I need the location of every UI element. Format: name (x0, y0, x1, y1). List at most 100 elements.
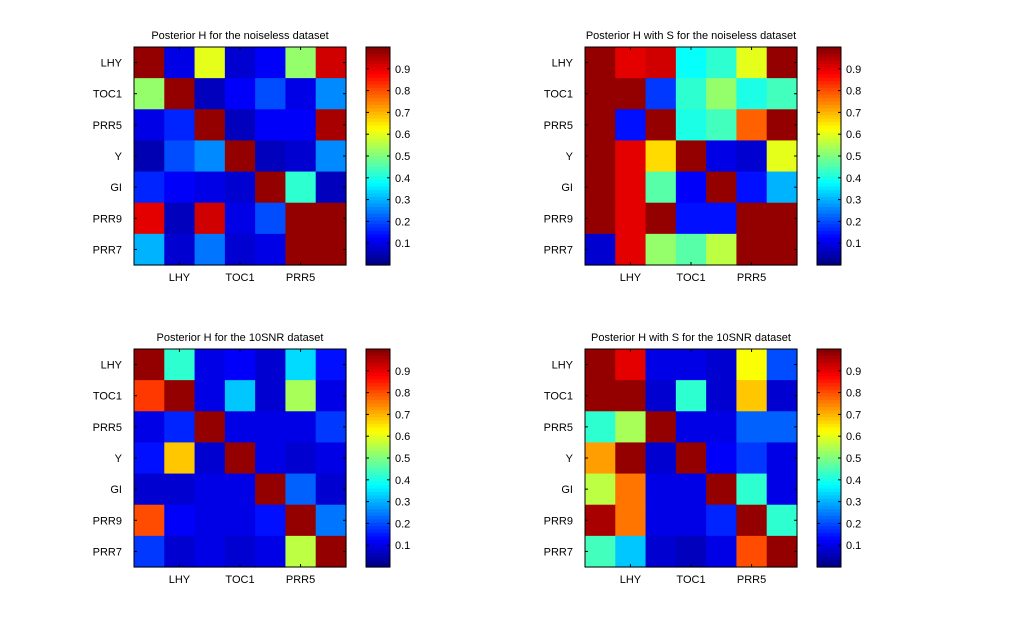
colorbar-segment (366, 159, 390, 164)
heatmap-cell (255, 109, 287, 142)
colorbar-segment (817, 230, 841, 235)
y-tick-label: Y (115, 453, 123, 465)
colorbar-segment (817, 376, 841, 381)
colorbar-segment (366, 166, 390, 171)
heatmap-cell (194, 109, 226, 142)
colorbar-segment (366, 220, 390, 225)
colorbar-segment (366, 98, 390, 103)
heatmap-cell (315, 473, 347, 506)
heatmap-cell (585, 109, 616, 142)
heatmap-cell (645, 442, 677, 475)
y-tick-label: GI (110, 182, 122, 194)
heatmap-cell (164, 171, 196, 204)
colorbar-segment (366, 492, 390, 497)
colorbar-segment (366, 451, 390, 456)
colorbar-segment (817, 149, 841, 154)
colorbar-segment (366, 84, 390, 89)
heatmap-cell (706, 442, 738, 475)
heatmap-cell (164, 47, 196, 79)
heatmap-cell (615, 504, 647, 537)
colorbar-tick-label: 0.9 (395, 64, 410, 76)
y-tick-label: TOC1 (93, 89, 122, 101)
colorbar-segment (366, 447, 390, 452)
heatmap-cell (615, 202, 647, 235)
heatmap-cell (645, 473, 677, 506)
chart-title: Posterior H for the 10SNR dataset (157, 332, 324, 344)
colorbar-tick-label: 0.2 (395, 518, 410, 530)
colorbar-segment (366, 57, 390, 62)
colorbar-segment (366, 505, 390, 510)
heatmap-cell (675, 171, 707, 204)
x-tick-label: PRR5 (737, 272, 766, 284)
colorbar-segment (366, 213, 390, 218)
colorbar-segment (817, 115, 841, 120)
colorbar-segment (366, 74, 390, 79)
colorbar-segment (366, 135, 390, 140)
colorbar-tick-label: 0.4 (395, 173, 410, 185)
colorbar-segment (817, 50, 841, 55)
heatmap-cell (645, 171, 677, 204)
colorbar-segment (366, 560, 390, 565)
y-tick-label: TOC1 (93, 391, 122, 403)
y-tick-label: GI (561, 484, 573, 496)
heatmap-cell (675, 473, 707, 506)
heatmap-cell (585, 140, 616, 173)
heatmap-cell (255, 535, 287, 568)
colorbar-segment (366, 173, 390, 178)
heatmap-cell (134, 473, 165, 506)
colorbar-segment (817, 423, 841, 428)
heatmap-cell (736, 349, 768, 381)
heatmap-cell (134, 140, 165, 173)
heatmap-cell (675, 442, 707, 475)
heatmap-cell (615, 535, 647, 568)
colorbar-segment (817, 254, 841, 259)
heatmap-cell (224, 233, 256, 266)
colorbar-tick-label: 0.1 (395, 540, 410, 552)
heatmap-cell (585, 349, 616, 381)
colorbar-segment (366, 543, 390, 548)
heatmap-cell (315, 47, 347, 79)
heatmap-cell (736, 171, 768, 204)
colorbar-segment (366, 227, 390, 232)
colorbar-segment (817, 121, 841, 126)
heatmap-cell (766, 78, 798, 110)
heatmap-cell (766, 202, 798, 235)
colorbar-segment (817, 546, 841, 551)
colorbar-tick-label: 0.3 (395, 195, 410, 207)
colorbar-tick-label: 0.8 (846, 86, 861, 98)
colorbar-segment (366, 430, 390, 435)
heatmap-cell (315, 140, 347, 173)
heatmap-cell (706, 78, 738, 110)
colorbar-segment (817, 509, 841, 514)
heatmap-cell (285, 233, 317, 266)
colorbar-segment (817, 64, 841, 69)
colorbar-segment (366, 478, 390, 483)
colorbar-segment (817, 468, 841, 473)
heatmap-cell (134, 535, 165, 568)
colorbar-segment (817, 522, 841, 527)
heatmap-cell (736, 78, 768, 110)
x-tick-label: PRR5 (737, 574, 766, 586)
colorbar-segment (817, 502, 841, 507)
heatmap-cell (585, 202, 616, 235)
heatmap-cell (736, 411, 768, 444)
heatmap-cell (315, 78, 347, 110)
heatmap-cell (285, 171, 317, 204)
heatmap-cell (706, 109, 738, 142)
colorbar-segment (366, 383, 390, 388)
colorbar-segment (366, 60, 390, 65)
heatmap-cell (736, 535, 768, 568)
colorbar-segment (366, 244, 390, 249)
colorbar-segment (817, 536, 841, 541)
heatmap-cell (645, 109, 677, 142)
colorbar-segment (817, 196, 841, 201)
heatmap-cell (736, 47, 768, 79)
y-tick-label: PRR7 (93, 546, 122, 558)
heatmap-cell (706, 380, 738, 412)
heatmap-cell (615, 78, 647, 110)
colorbar-segment (817, 173, 841, 178)
x-tick-label: TOC1 (676, 272, 705, 284)
chart-title: Posterior H with S for the 10SNR dataset (591, 332, 791, 344)
heatmap-cell (224, 442, 256, 475)
heatmap-cell (645, 504, 677, 537)
